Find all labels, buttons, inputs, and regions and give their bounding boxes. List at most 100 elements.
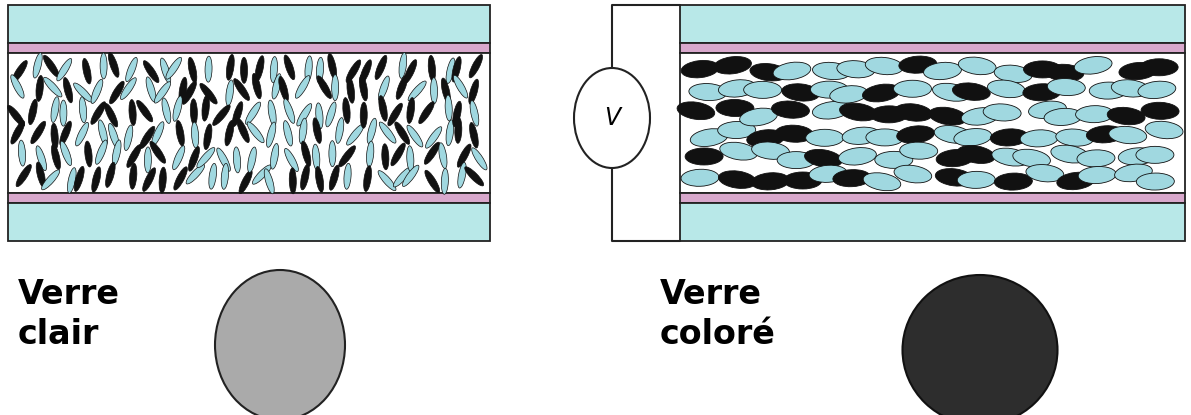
Ellipse shape — [743, 81, 781, 98]
Ellipse shape — [1115, 164, 1153, 182]
Ellipse shape — [241, 57, 248, 83]
Ellipse shape — [378, 171, 395, 190]
Ellipse shape — [80, 97, 87, 123]
Ellipse shape — [382, 144, 389, 170]
Ellipse shape — [305, 56, 312, 82]
Ellipse shape — [899, 142, 937, 159]
Ellipse shape — [61, 141, 71, 166]
Ellipse shape — [681, 169, 719, 186]
Ellipse shape — [954, 129, 992, 146]
Ellipse shape — [1075, 106, 1114, 123]
Ellipse shape — [360, 102, 367, 128]
Ellipse shape — [108, 123, 119, 148]
Ellipse shape — [750, 63, 787, 81]
Ellipse shape — [866, 129, 904, 146]
Ellipse shape — [17, 164, 31, 187]
Ellipse shape — [1012, 149, 1050, 167]
Ellipse shape — [810, 81, 848, 98]
Ellipse shape — [992, 148, 1029, 166]
Ellipse shape — [197, 148, 214, 168]
Ellipse shape — [934, 125, 972, 143]
Ellipse shape — [267, 122, 276, 147]
Ellipse shape — [12, 61, 27, 83]
Ellipse shape — [469, 79, 479, 104]
Ellipse shape — [447, 58, 455, 83]
Ellipse shape — [162, 98, 170, 123]
Ellipse shape — [778, 151, 815, 168]
Ellipse shape — [317, 57, 324, 83]
Ellipse shape — [983, 104, 1021, 121]
Ellipse shape — [205, 56, 212, 82]
Ellipse shape — [718, 80, 756, 97]
Ellipse shape — [862, 84, 900, 102]
Ellipse shape — [453, 101, 461, 127]
Ellipse shape — [202, 95, 210, 121]
Ellipse shape — [188, 146, 199, 171]
Ellipse shape — [130, 163, 137, 189]
Ellipse shape — [442, 78, 450, 103]
Ellipse shape — [833, 170, 871, 187]
Ellipse shape — [961, 107, 999, 125]
Ellipse shape — [191, 99, 198, 125]
Ellipse shape — [893, 80, 931, 97]
Ellipse shape — [457, 162, 466, 188]
Ellipse shape — [179, 77, 187, 103]
Ellipse shape — [255, 56, 264, 81]
Ellipse shape — [923, 62, 961, 80]
Ellipse shape — [866, 57, 903, 75]
Ellipse shape — [469, 122, 479, 148]
Ellipse shape — [445, 95, 453, 121]
Ellipse shape — [110, 81, 124, 104]
Ellipse shape — [1047, 78, 1085, 95]
Ellipse shape — [1109, 127, 1147, 144]
Ellipse shape — [279, 76, 288, 102]
Ellipse shape — [204, 124, 212, 149]
Ellipse shape — [100, 53, 107, 79]
Ellipse shape — [217, 148, 230, 171]
Ellipse shape — [1055, 129, 1093, 146]
Ellipse shape — [137, 100, 152, 122]
Ellipse shape — [1029, 101, 1066, 119]
Ellipse shape — [166, 57, 181, 79]
Ellipse shape — [994, 173, 1033, 190]
Ellipse shape — [367, 118, 376, 144]
Ellipse shape — [33, 53, 42, 78]
Ellipse shape — [51, 97, 60, 122]
Ellipse shape — [60, 121, 71, 145]
Ellipse shape — [685, 148, 723, 165]
Ellipse shape — [404, 60, 417, 83]
Ellipse shape — [1090, 82, 1127, 99]
Ellipse shape — [343, 98, 350, 124]
Ellipse shape — [112, 140, 121, 166]
Ellipse shape — [60, 100, 67, 126]
Ellipse shape — [379, 122, 395, 143]
Ellipse shape — [44, 77, 62, 97]
Ellipse shape — [295, 76, 310, 98]
Ellipse shape — [328, 54, 337, 79]
Ellipse shape — [403, 165, 419, 186]
Ellipse shape — [92, 167, 101, 192]
Ellipse shape — [120, 78, 136, 100]
Bar — [680, 203, 1185, 241]
Ellipse shape — [74, 83, 93, 102]
Bar — [680, 53, 1185, 193]
Ellipse shape — [239, 170, 252, 194]
Ellipse shape — [772, 101, 810, 118]
Ellipse shape — [1146, 121, 1183, 139]
Ellipse shape — [42, 170, 60, 190]
Ellipse shape — [464, 167, 484, 186]
Text: clair: clair — [18, 318, 99, 351]
Ellipse shape — [174, 167, 187, 190]
Ellipse shape — [990, 129, 1028, 146]
Ellipse shape — [681, 61, 719, 78]
Ellipse shape — [226, 80, 233, 106]
Ellipse shape — [108, 53, 119, 77]
Ellipse shape — [809, 165, 847, 182]
Ellipse shape — [91, 79, 102, 103]
Bar — [8, 203, 490, 241]
Ellipse shape — [268, 100, 276, 126]
Ellipse shape — [1023, 61, 1061, 78]
Ellipse shape — [338, 146, 355, 167]
Ellipse shape — [252, 165, 272, 184]
Ellipse shape — [457, 144, 470, 167]
